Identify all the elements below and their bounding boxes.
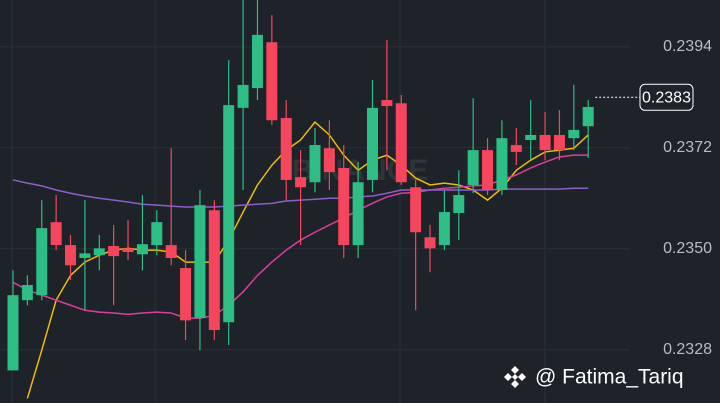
candle-body <box>352 182 364 246</box>
candle-body <box>367 107 378 180</box>
candle-body <box>309 145 321 183</box>
candle-body <box>223 105 235 323</box>
y-tick-label: 0.2328 <box>663 341 712 358</box>
candle-body <box>338 167 350 246</box>
candle-body <box>323 148 335 173</box>
y-tick-label: 0.2350 <box>663 240 712 257</box>
candle-body <box>482 150 494 191</box>
candle-body <box>165 245 177 258</box>
author: @ Fatima_Tariq <box>535 366 684 389</box>
candle-body <box>93 248 105 256</box>
candle-body <box>50 222 62 246</box>
candle-body <box>79 253 91 258</box>
candle-body <box>237 84 249 108</box>
candle-body <box>496 138 508 191</box>
author-icon <box>504 366 526 388</box>
candle-body <box>7 295 19 371</box>
candle-body <box>251 34 263 89</box>
candle-body <box>510 145 522 152</box>
candle-body <box>208 210 220 331</box>
candle-body <box>568 129 580 139</box>
candle-body <box>136 244 148 255</box>
moving-average-line <box>26 121 589 399</box>
candle-body <box>539 134 551 151</box>
candle-body <box>438 212 450 246</box>
candle-body <box>194 205 206 319</box>
candle-body <box>280 117 292 180</box>
candle-body <box>453 195 465 213</box>
candle-body <box>525 134 537 140</box>
last-price-box <box>639 83 694 111</box>
last-price-label: 0.2383 <box>642 90 691 107</box>
y-tick-label: 0.2372 <box>663 139 712 156</box>
candle-body <box>266 42 278 121</box>
candle-body <box>381 100 393 107</box>
candle-body <box>582 106 594 127</box>
binance-logo <box>504 366 526 388</box>
candle-body <box>424 237 436 249</box>
candle-body <box>108 246 120 257</box>
candle-body <box>467 150 479 185</box>
candle-body <box>295 177 307 188</box>
candle-body <box>553 134 565 151</box>
candle-body <box>410 187 422 233</box>
candle-body <box>21 285 33 301</box>
candle-body <box>151 222 163 246</box>
candle-body <box>395 103 407 183</box>
candle-body <box>65 245 77 266</box>
candle-body <box>180 268 192 321</box>
candle-body <box>36 228 48 296</box>
y-tick-label: 0.2394 <box>663 38 712 55</box>
candle-body <box>122 248 134 252</box>
